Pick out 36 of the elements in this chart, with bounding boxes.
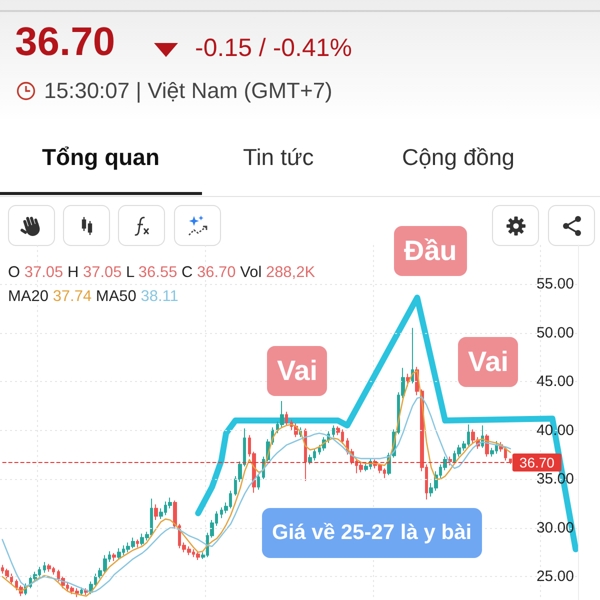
annotation: O 37.05 H 37.05 L 36.55 C 36.70 Vol 288,2K bbox=[8, 264, 316, 281]
annotation: Đầu bbox=[394, 226, 467, 276]
candlestick bbox=[5, 568, 9, 580]
text: Tin tức bbox=[243, 144, 314, 171]
y-tick-label: 25.00 bbox=[536, 568, 574, 586]
candlestick bbox=[285, 411, 288, 426]
y-tick-label: 45.00 bbox=[536, 373, 574, 390]
candlestick bbox=[257, 474, 260, 490]
candlestick bbox=[47, 563, 51, 572]
candlestick bbox=[304, 428, 307, 482]
y-tick-label: 50.00 bbox=[536, 324, 574, 342]
candlestick bbox=[411, 327, 414, 384]
candlestick bbox=[196, 552, 200, 561]
candlestick bbox=[173, 500, 177, 530]
candlestick bbox=[80, 586, 83, 596]
annotation: Vai bbox=[267, 346, 328, 396]
text: 15:30:07 | Việt Nam (GMT+7) bbox=[44, 78, 332, 104]
candlestick bbox=[154, 504, 158, 521]
annotation: Giá về 25-27 là y bài bbox=[262, 508, 482, 558]
candlestick bbox=[10, 573, 13, 585]
annotation: MA20 37.74 MA50 38.11 bbox=[8, 288, 178, 306]
candlestick bbox=[509, 458, 512, 464]
annotation: Vai bbox=[458, 337, 518, 387]
candlestick bbox=[112, 552, 116, 562]
candlestick bbox=[117, 548, 121, 560]
candlestick bbox=[364, 462, 368, 472]
candlestick bbox=[332, 424, 335, 438]
candlestick bbox=[136, 539, 139, 548]
text: Tổng quan bbox=[42, 144, 160, 171]
chart-subtitle: -0.15 / -0.41% bbox=[195, 34, 352, 63]
text: Cộng đồng bbox=[402, 144, 515, 171]
chart-title: 36.70 bbox=[15, 20, 116, 65]
candlestick bbox=[359, 462, 363, 473]
ref-line-label: 36.70 bbox=[519, 454, 555, 470]
y-tick-label: 55.00 bbox=[536, 276, 574, 293]
candlestick bbox=[43, 561, 46, 574]
